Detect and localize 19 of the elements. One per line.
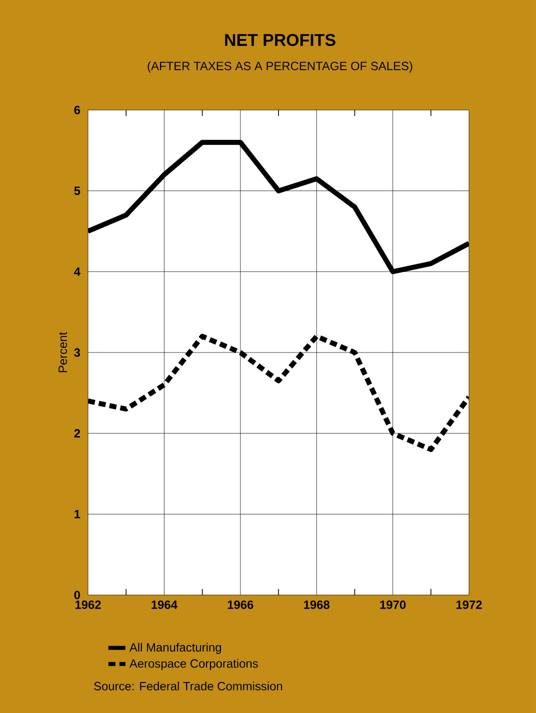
y-tick-label: 0 [74,590,80,600]
source-note: Source: Federal Trade Commission [94,682,282,690]
x-tick-label: 1966 [228,600,254,609]
x-tick-label: 1970 [380,600,406,609]
chart-title: NET PROFITS [225,34,336,46]
y-tick-label: 6 [74,106,80,114]
x-tick-label: 1972 [456,600,482,609]
y-tick-label: 3 [74,348,80,357]
y-axis-title: Percent [58,332,67,372]
chart-subtitle: (AFTER TAXES AS A PERCENTAGE OF SALES) [148,61,412,73]
x-tick-label: 1962 [75,600,101,609]
y-tick-label: 2 [74,429,80,438]
y-tick-label: 4 [74,268,80,276]
x-tick-label: 1968 [304,600,330,609]
legend-label: All Manufacturing [129,642,221,654]
y-tick-label: 1 [74,510,80,518]
legend-label: Aerospace Corporations [129,658,258,670]
x-tick-label: 1964 [152,600,178,609]
y-tick-label: 5 [74,186,80,195]
